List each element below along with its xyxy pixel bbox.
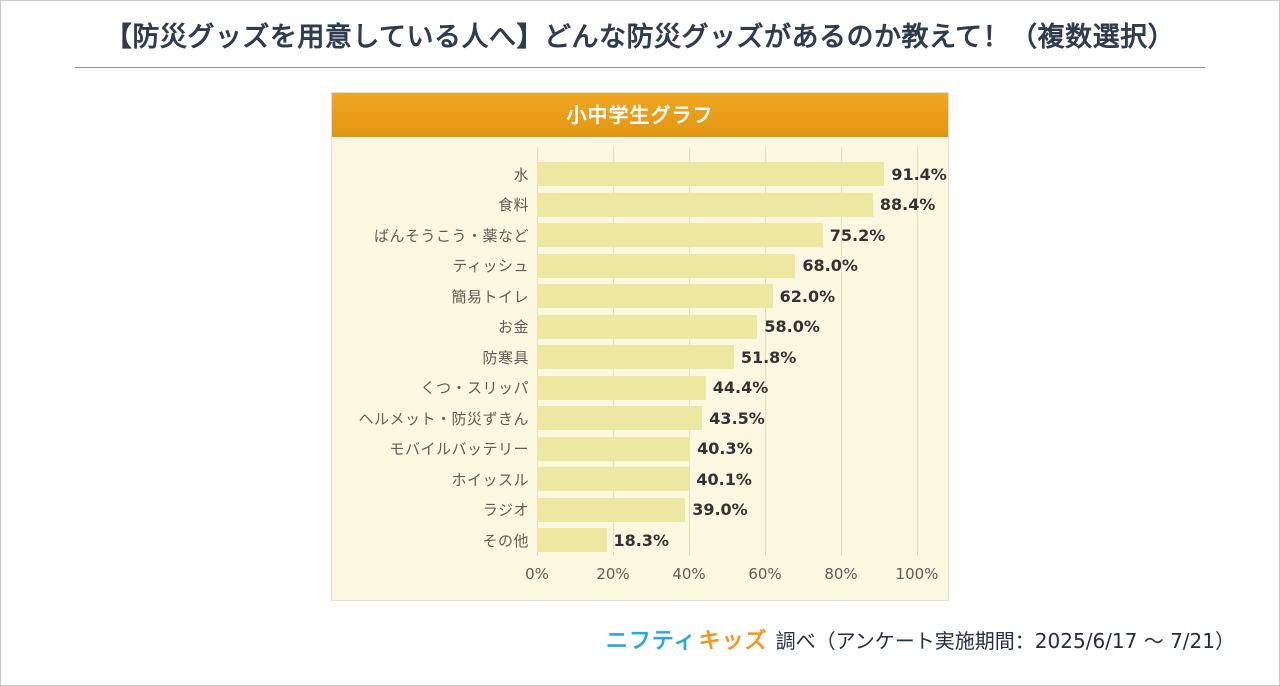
value-label: 62.0% (779, 286, 836, 306)
x-tick-label: 0% (525, 564, 549, 583)
x-axis: 0% 20% 40% 60% 80% 100% (525, 556, 938, 590)
value-label: 44.4% (712, 378, 769, 398)
bar (537, 162, 885, 187)
bar (537, 497, 686, 522)
chart-row: 簡易トイレ 62.0% (332, 281, 948, 312)
bar-cell: 58.0% (537, 314, 820, 339)
bar-cell: 62.0% (537, 284, 836, 309)
bar (537, 192, 873, 217)
page-title: 【防災グッズを用意している人へ】どんな防災グッズがあるのか教えて！（複数選択） (104, 22, 1176, 53)
category-label: その他 (482, 531, 529, 550)
x-tick-label: 100% (895, 564, 939, 583)
value-label: 91.4% (891, 164, 947, 184)
x-tick-label: 80% (824, 564, 858, 583)
bar-cell: 51.8% (537, 345, 797, 370)
kids-logo: キッズ (698, 628, 768, 654)
value-label: 18.3% (613, 530, 670, 550)
bar-rows: 水 91.4% 食料 88.4% ばんそうこう・薬など 75.2% ティッシュ 68.0% 簡易… (332, 159, 948, 556)
bar-cell: 91.4% (537, 162, 947, 187)
bar-cell: 18.3% (537, 528, 670, 553)
x-tick-label: 40% (672, 564, 706, 583)
category-label: ヘルメット・防災ずきん (358, 409, 529, 428)
bar (537, 406, 703, 431)
value-label: 51.8% (740, 347, 797, 367)
bar (537, 436, 691, 461)
bar-cell: 40.1% (537, 467, 752, 492)
bar-cell: 39.0% (537, 497, 748, 522)
category-label: ティッシュ (452, 257, 529, 276)
survey-note: 調べ（アンケート実施期間：2025/6/17 ～ 7/21） (775, 628, 1235, 653)
category-label: ばんそうこう・薬など (373, 226, 529, 245)
value-label: 40.3% (697, 439, 753, 459)
bar-cell: 40.3% (537, 436, 753, 461)
chart-row: 防寒具 51.8% (332, 342, 948, 373)
value-label: 39.0% (692, 500, 748, 520)
value-label: 75.2% (829, 225, 886, 245)
x-tick-label: 60% (748, 564, 782, 583)
chart-row: 水 91.4% (332, 159, 948, 190)
bar-cell: 88.4% (537, 192, 936, 217)
bar (537, 467, 690, 492)
value-label: 88.4% (879, 195, 936, 215)
gridline (841, 147, 842, 556)
value-label: 40.1% (696, 469, 752, 489)
category-label: お金 (497, 318, 529, 337)
category-label: ホイッスル (451, 470, 529, 489)
bar-cell: 75.2% (537, 223, 886, 248)
title-divider (75, 67, 1205, 68)
category-label: 水 (513, 165, 529, 184)
chart-row: ホイッスル 40.1% (332, 464, 948, 495)
value-label: 68.0% (802, 256, 858, 276)
bar (537, 253, 796, 278)
gridline (917, 147, 918, 556)
bar (537, 345, 734, 370)
category-label: ラジオ (482, 501, 529, 520)
chart-title: 小中学生グラフ (332, 93, 948, 137)
value-label: 58.0% (764, 317, 820, 337)
category-label: 簡易トイレ (451, 287, 529, 306)
chart-row: お金 58.0% (332, 312, 948, 343)
bar (537, 284, 773, 309)
chart-row: くつ・スリッパ 44.4% (332, 373, 948, 404)
chart-row: ティッシュ 68.0% (332, 251, 948, 282)
x-tick-label: 20% (596, 564, 630, 583)
bar (537, 528, 607, 553)
chart-row: モバイルバッテリー 40.3% (332, 434, 948, 465)
chart-row: ヘルメット・防災ずきん 43.5% (332, 403, 948, 434)
category-label: 食料 (497, 196, 529, 215)
bar (537, 223, 823, 248)
chart-row: ラジオ 39.0% (332, 495, 948, 526)
bar (537, 314, 758, 339)
title-block: 【防災グッズを用意している人へ】どんな防災グッズがあるのか教えて！（複数選択） (1, 1, 1279, 68)
value-label: 43.5% (709, 408, 765, 428)
bar-cell: 44.4% (537, 375, 769, 400)
chart-card: 小中学生グラフ 水 91.4% 食料 88.4% ばんそうこう・薬など 75.2% ティッシ… (331, 92, 949, 601)
bar-cell: 43.5% (537, 406, 765, 431)
chart-row: ばんそうこう・薬など 75.2% (332, 220, 948, 251)
category-label: モバイルバッテリー (389, 440, 529, 459)
bar (537, 375, 706, 400)
gridline (765, 147, 766, 556)
category-label: くつ・スリッパ (420, 379, 529, 398)
category-label: 防寒具 (482, 348, 529, 367)
source-note: ニフティ キッズ 調べ（アンケート実施期間：2025/6/17 ～ 7/21） (1, 623, 1279, 655)
bar-cell: 68.0% (537, 253, 858, 278)
chart-row: その他 18.3% (332, 525, 948, 556)
chart-body: 水 91.4% 食料 88.4% ばんそうこう・薬など 75.2% ティッシュ 68.0% 簡易… (332, 137, 948, 600)
nifty-logo: ニフティ (605, 628, 697, 654)
chart-row: 食料 88.4% (332, 190, 948, 221)
